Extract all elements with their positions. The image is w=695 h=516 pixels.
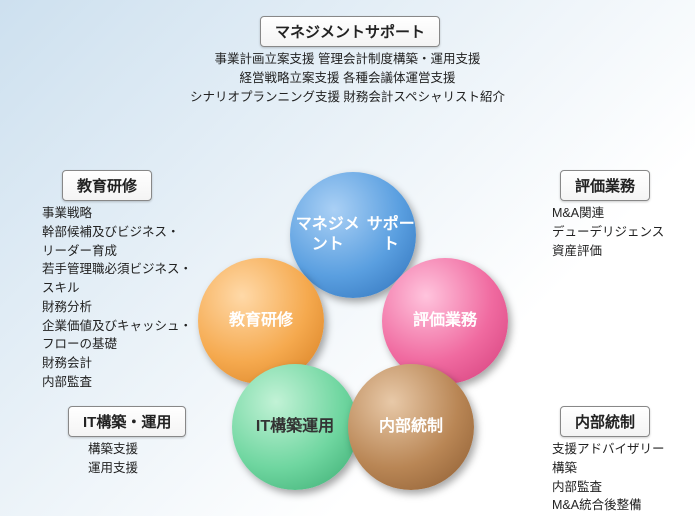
circle-internal: 内部統制: [348, 364, 474, 490]
side-desc-it: 構築支援運用支援: [88, 440, 138, 478]
desc-line: 企業価値及びキャッシュ・: [42, 317, 192, 336]
desc-line: 運用支援: [88, 459, 138, 478]
side-desc-internal: 支援アドバイザリー構築内部監査M&A統合後整備: [552, 440, 665, 515]
side-box-it: IT構築・運用: [68, 406, 186, 437]
desc-line: M&A統合後整備: [552, 496, 665, 515]
desc-line: 資産評価: [552, 242, 664, 261]
desc-line: 内部監査: [42, 373, 192, 392]
side-desc-evaluation: M&A関連デューデリジェンス資産評価: [552, 204, 664, 260]
desc-line: スキル: [42, 279, 192, 298]
desc-line: 財務会計: [42, 354, 192, 373]
top-desc-line: 経営戦略立案支援 各種会議体運営支援: [0, 69, 695, 88]
top-title-text: マネジメントサポート: [275, 24, 425, 41]
desc-line: 構築: [552, 459, 665, 478]
desc-line: 幹部候補及びビジネス・: [42, 223, 192, 242]
side-desc-education: 事業戦略幹部候補及びビジネス・リーダー育成若手管理職必須ビジネス・スキル財務分析…: [42, 204, 192, 392]
circle-label-line: 内部統制: [379, 417, 443, 437]
desc-line: 財務分析: [42, 298, 192, 317]
desc-line: フローの基礎: [42, 335, 192, 354]
circle-label-line: IT構築: [256, 417, 302, 437]
desc-line: M&A関連: [552, 204, 664, 223]
side-box-education: 教育研修: [62, 170, 152, 201]
circle-label-line: 教育研修: [229, 311, 293, 331]
side-box-evaluation: 評価業務: [560, 170, 650, 201]
desc-line: デューデリジェンス: [552, 223, 664, 242]
desc-line: リーダー育成: [42, 242, 192, 261]
top-description: 事業計画立案支援 管理会計制度構築・運用支援 経営戦略立案支援 各種会議体運営支…: [0, 50, 695, 106]
side-box-internal: 内部統制: [560, 406, 650, 437]
top-desc-line: シナリオプランニング支援 財務会計スペシャリスト紹介: [0, 88, 695, 107]
desc-line: 内部監査: [552, 478, 665, 497]
desc-line: 構築支援: [88, 440, 138, 459]
top-title-box: マネジメントサポート: [260, 16, 440, 47]
desc-line: 支援アドバイザリー: [552, 440, 665, 459]
circle-label-line: サポート: [366, 215, 416, 255]
desc-line: 若手管理職必須ビジネス・: [42, 260, 192, 279]
circle-label-line: 評価業務: [413, 311, 477, 331]
circle-it: IT構築運用: [232, 364, 358, 490]
top-desc-line: 事業計画立案支援 管理会計制度構築・運用支援: [0, 50, 695, 69]
circle-label-line: 運用: [302, 417, 334, 437]
desc-line: 事業戦略: [42, 204, 192, 223]
circle-label-line: マネジメント: [290, 215, 366, 255]
